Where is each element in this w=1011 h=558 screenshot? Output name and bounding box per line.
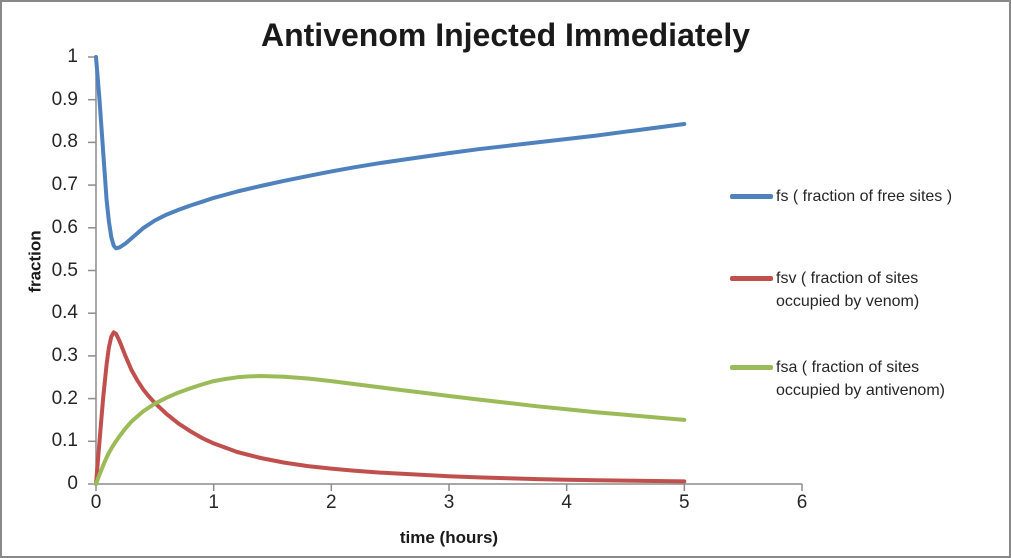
x-tick-label: 6	[796, 492, 808, 513]
legend-item-fsa: fsa ( fraction of sites occupied by anti…	[730, 356, 945, 402]
fsa-line-swatch-icon	[730, 365, 773, 370]
y-tick-label: 0.4	[51, 302, 78, 324]
y-tick-label: 0.3	[51, 344, 78, 366]
y-tick-label: 0.1	[51, 430, 78, 452]
legend-label-fsa: fsa ( fraction of sites occupied by anti…	[776, 359, 945, 399]
y-tick-label: 0.9	[51, 88, 78, 110]
legend-item-fs: fs ( fraction of free sites )	[730, 185, 952, 208]
series-line-2	[94, 374, 687, 486]
legend-label-fsv: fsv ( fraction of sites occupied by veno…	[776, 270, 920, 310]
x-tick-label: 1	[208, 492, 219, 513]
y-tick-label: 0.6	[51, 216, 78, 238]
y-tick-label: 0	[67, 473, 78, 494]
series-line-0	[94, 55, 687, 251]
legend-item-fsv: fsv ( fraction of sites occupied by veno…	[730, 267, 919, 313]
y-tick-label: 0.7	[51, 174, 78, 196]
chart-title: Antivenom Injected Immediately	[260, 17, 750, 53]
x-tick-label: 5	[679, 492, 690, 513]
series-line-1	[94, 330, 687, 486]
y-tick-label: 0.2	[51, 387, 78, 409]
legend-label-fs: fs ( fraction of free sites )	[776, 188, 953, 205]
y-tick-label: 0.5	[51, 259, 78, 281]
fs-line-swatch-icon	[730, 194, 773, 199]
x-tick-label: 2	[326, 492, 337, 513]
x-tick-label: 4	[561, 492, 572, 513]
fsv-line-swatch-icon	[730, 276, 773, 281]
x-tick-label: 3	[443, 492, 455, 513]
y-tick-label: 1	[67, 46, 78, 67]
x-axis-title: time (hours)	[399, 528, 499, 547]
y-tick-label: 0.8	[51, 131, 78, 153]
x-tick-label: 0	[90, 492, 102, 513]
